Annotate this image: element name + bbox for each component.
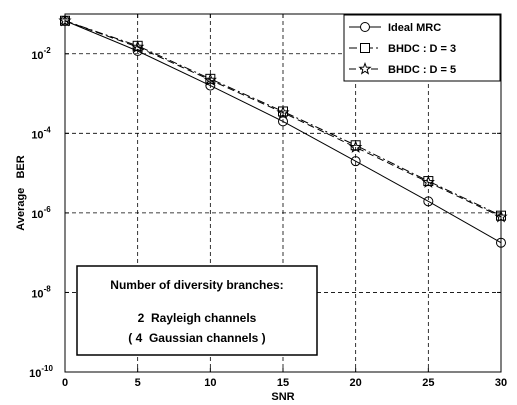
x-axis-ticks: 0 5 10 15 20 25 30 xyxy=(62,14,507,389)
y-tick-exponent: -2 xyxy=(44,46,52,55)
x-tick-label: 15 xyxy=(277,377,289,389)
y-tick-exponent: -8 xyxy=(44,284,52,293)
series-line-3 xyxy=(64,20,502,218)
x-tick-label: 10 xyxy=(204,377,216,389)
x-tick-label: 20 xyxy=(350,377,362,389)
legend-label-2: BHDC : D = 3 xyxy=(388,43,456,55)
data-point-s1-p3 xyxy=(205,80,216,91)
y-tick-base: 10 xyxy=(31,50,43,62)
legend-marker-2 xyxy=(360,43,370,53)
data-point-s3-p6 xyxy=(421,175,435,188)
y-tick-exponent: -6 xyxy=(44,205,52,214)
legend-marker-3 xyxy=(358,62,372,75)
annotation-line-3: ( 4 Gaussian channels ) xyxy=(128,331,265,345)
annotation-box: Number of diversity branches: 2 Rayleigh… xyxy=(76,265,318,356)
y-tick-base: 10 xyxy=(31,288,43,300)
y-tick-label: 10-6 xyxy=(31,205,51,221)
x-axis-label: SNR xyxy=(271,391,294,403)
data-point-s3-p2 xyxy=(131,40,145,53)
x-tick-label: 30 xyxy=(495,377,507,389)
data-point-s1-p6 xyxy=(423,196,434,207)
x-tick-label: 0 xyxy=(62,377,68,389)
series-line-1 xyxy=(64,20,502,244)
legend-marker-1 xyxy=(360,22,370,32)
y-tick-base: 10 xyxy=(29,368,41,380)
y-axis-label: Average BER xyxy=(15,155,27,230)
data-point-s3-p4 xyxy=(276,105,290,119)
data-point-s3-p3 xyxy=(203,73,217,86)
legend-label-3: BHDC : D = 5 xyxy=(388,64,456,76)
data-point-s1-p5 xyxy=(350,156,361,167)
data-point-s3-p5 xyxy=(349,140,363,153)
data-point-s1-p2 xyxy=(132,45,143,56)
x-tick-label: 5 xyxy=(135,377,141,389)
data-point-s1-p4 xyxy=(278,116,288,127)
y-axis-ticks: 10-210-410-610-810-10 xyxy=(29,46,501,380)
y-tick-exponent: -10 xyxy=(41,364,53,373)
y-tick-base: 10 xyxy=(31,129,43,141)
series-lines xyxy=(64,20,502,244)
y-tick-exponent: -4 xyxy=(44,125,52,134)
annotation-line-2: 2 Rayleigh channels xyxy=(138,311,257,325)
annotation-frame xyxy=(76,265,318,356)
legend: Ideal MRC BHDC : D = 3 BHDC : D = 5 xyxy=(343,14,501,82)
y-tick-label: 10-2 xyxy=(31,46,51,62)
y-tick-label: 10-10 xyxy=(29,364,53,380)
legend-label-1: Ideal MRC xyxy=(388,22,441,34)
y-tick-label: 10-4 xyxy=(31,125,51,141)
x-tick-label: 25 xyxy=(422,377,434,389)
annotation-line-1: Number of diversity branches: xyxy=(110,278,283,292)
y-tick-label: 10-8 xyxy=(31,284,51,300)
y-tick-base: 10 xyxy=(31,209,43,221)
series-line-2 xyxy=(64,20,502,217)
